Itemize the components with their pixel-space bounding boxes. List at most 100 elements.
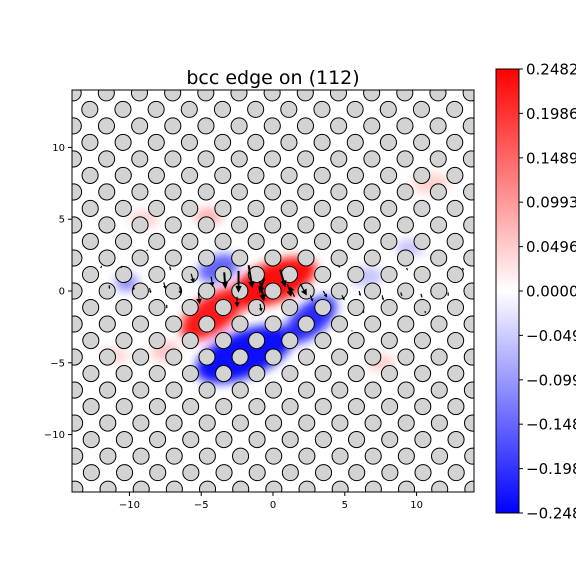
atom (463, 381, 474, 399)
atom (232, 447, 250, 465)
atom (297, 315, 315, 333)
atom (316, 498, 332, 514)
atom (447, 365, 465, 383)
atom (164, 183, 182, 201)
arrow-head (358, 293, 362, 297)
y-tick-label: 10 (52, 143, 65, 154)
atom (182, 464, 200, 482)
atom (197, 249, 216, 267)
arrow-head (196, 298, 202, 305)
atom (72, 216, 83, 234)
colorbar-tick-label: 0.0993 (526, 194, 576, 212)
displacement-arrow (299, 283, 307, 296)
displacement-arrow (100, 265, 103, 269)
atom (429, 90, 447, 102)
atom (72, 90, 82, 102)
arrow-head (221, 281, 229, 290)
atom (98, 150, 116, 168)
atom (72, 315, 83, 333)
arrow-shaft (299, 283, 305, 291)
displacement-arrow (190, 273, 195, 283)
atom (480, 68, 496, 84)
displacement-arrow (258, 277, 266, 294)
atom (72, 249, 83, 267)
atom (314, 331, 332, 350)
arrow-shaft (223, 272, 226, 283)
arrow-head (259, 294, 266, 302)
atom (446, 68, 462, 84)
atom (81, 265, 100, 284)
atom (81, 133, 99, 151)
displacement-arrow (420, 293, 423, 298)
atom (249, 498, 265, 514)
atom (82, 365, 100, 383)
atom (181, 331, 199, 350)
atom (480, 134, 496, 150)
atom (463, 249, 474, 267)
atom (346, 166, 364, 184)
atom (99, 447, 117, 465)
atom (50, 399, 66, 415)
atom (180, 100, 198, 118)
atom (347, 398, 365, 416)
atom (413, 265, 431, 284)
atom (364, 348, 382, 366)
atom (130, 90, 149, 102)
atom (149, 464, 167, 482)
atom (330, 150, 348, 168)
atom (248, 365, 266, 383)
atom (247, 133, 265, 151)
arrow-head (362, 311, 365, 314)
arrow-head (209, 282, 215, 287)
atom (464, 480, 474, 492)
atom (181, 365, 199, 383)
atom (330, 216, 348, 234)
arrow-head (162, 285, 167, 289)
atom (397, 381, 415, 399)
atom (115, 398, 133, 416)
atom (164, 282, 183, 300)
atom (213, 100, 232, 118)
atom (382, 498, 398, 514)
atom (98, 282, 116, 300)
atom (115, 265, 133, 284)
atom (429, 150, 447, 168)
atom (463, 348, 474, 366)
atom (331, 348, 349, 366)
atom (164, 150, 182, 168)
atom (248, 431, 266, 449)
atom (231, 348, 249, 366)
atom (447, 464, 465, 482)
atom (446, 133, 464, 151)
arrow-head (338, 265, 341, 268)
displacement-arrow (162, 282, 167, 289)
arrow-head (381, 297, 385, 301)
colorbar-tick-label: 0.1489 (526, 149, 576, 167)
atom (164, 90, 182, 102)
atom (313, 232, 332, 251)
displacement-arrow (309, 295, 314, 302)
atom (215, 365, 233, 383)
atom (131, 150, 149, 168)
atom (296, 117, 314, 135)
atom (231, 315, 249, 333)
atom (164, 249, 182, 267)
atom (98, 315, 116, 333)
displacement-arrows (100, 248, 464, 332)
atom (181, 199, 199, 217)
atom (263, 90, 281, 102)
atom (346, 133, 364, 151)
atom (331, 447, 349, 465)
atom (330, 183, 348, 201)
atom (214, 331, 233, 350)
arrow-head (286, 290, 293, 297)
atom (165, 348, 183, 366)
colorbar-tick-label: 0.2482 (526, 61, 576, 79)
atom (413, 298, 431, 317)
atom (314, 464, 333, 482)
atom (72, 447, 84, 465)
atom (280, 100, 298, 118)
atom (397, 348, 415, 366)
atom (363, 282, 382, 300)
displacement-arrow (351, 329, 353, 332)
